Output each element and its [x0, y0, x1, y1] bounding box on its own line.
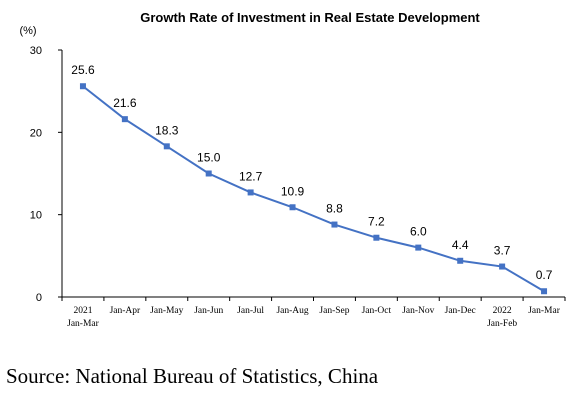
x-tick-label: Jan-Apr — [110, 306, 141, 316]
data-point — [373, 234, 380, 241]
data-point — [247, 189, 254, 196]
x-tick-label: Jan-Sep — [319, 306, 349, 316]
data-point — [541, 288, 548, 295]
y-tick-label: 20 — [30, 127, 42, 139]
x-tick-label: Jan-Jun — [194, 306, 223, 316]
data-point — [415, 244, 422, 251]
data-label: 12.7 — [239, 169, 263, 183]
data-point — [121, 116, 128, 123]
data-point — [499, 263, 506, 270]
data-point-markers — [79, 83, 548, 295]
y-tick-label: 10 — [30, 210, 42, 222]
data-point — [79, 83, 86, 90]
data-point — [331, 221, 338, 228]
data-label: 8.8 — [326, 202, 343, 216]
y-tick-labels: 0 10 20 30 — [30, 45, 62, 304]
x-tick-labels: 2021 Jan-Mar Jan-Apr Jan-May Jan-Jun Jan-Jul J… — [61, 297, 566, 329]
x-tick-label: Jan-May — [150, 306, 183, 316]
x-tick-label: Jan-Jul — [237, 306, 264, 316]
data-label: 7.2 — [368, 215, 385, 229]
series-line — [82, 85, 545, 293]
x-tick-label: Jan-Aug — [276, 306, 308, 316]
y-tick-label: 0 — [36, 292, 42, 304]
x-tick-label: Jan-Dec — [445, 306, 476, 316]
data-label: 18.3 — [155, 123, 179, 137]
x-tick-label: 2022 — [493, 306, 512, 316]
data-label: 6.0 — [410, 225, 427, 239]
data-label: 3.7 — [494, 244, 511, 258]
data-point — [457, 257, 464, 264]
y-axis-unit: (%) — [19, 25, 36, 37]
data-labels: 25.6 21.6 18.3 15.0 12.7 10.9 8.8 7.2 6.0 4.4 3.7 0… — [71, 63, 552, 282]
data-label: 0.7 — [536, 268, 553, 282]
x-tick-label: Jan-Oct — [362, 306, 392, 316]
data-point — [163, 143, 170, 150]
x-tick-label: Jan-Feb — [487, 319, 517, 329]
data-label: 25.6 — [71, 63, 95, 77]
y-tick-label: 30 — [30, 45, 42, 57]
line-chart: Growth Rate of Investment in Real Estate… — [19, 10, 566, 329]
chart-title: Growth Rate of Investment in Real Estate… — [140, 10, 480, 25]
x-tick-label: 2021 — [73, 306, 92, 316]
x-tick-label: Jan-Mar — [67, 319, 99, 329]
data-label: 4.4 — [452, 238, 469, 252]
x-tick-label: Jan-Nov — [402, 306, 434, 316]
data-point — [289, 204, 296, 211]
x-tick-label: Jan-Mar — [528, 306, 560, 316]
source-note: Source: National Bureau of Statistics, C… — [6, 364, 379, 388]
data-point — [205, 170, 212, 177]
data-label: 15.0 — [197, 151, 221, 165]
data-label: 21.6 — [113, 96, 137, 110]
data-label: 10.9 — [281, 184, 305, 198]
